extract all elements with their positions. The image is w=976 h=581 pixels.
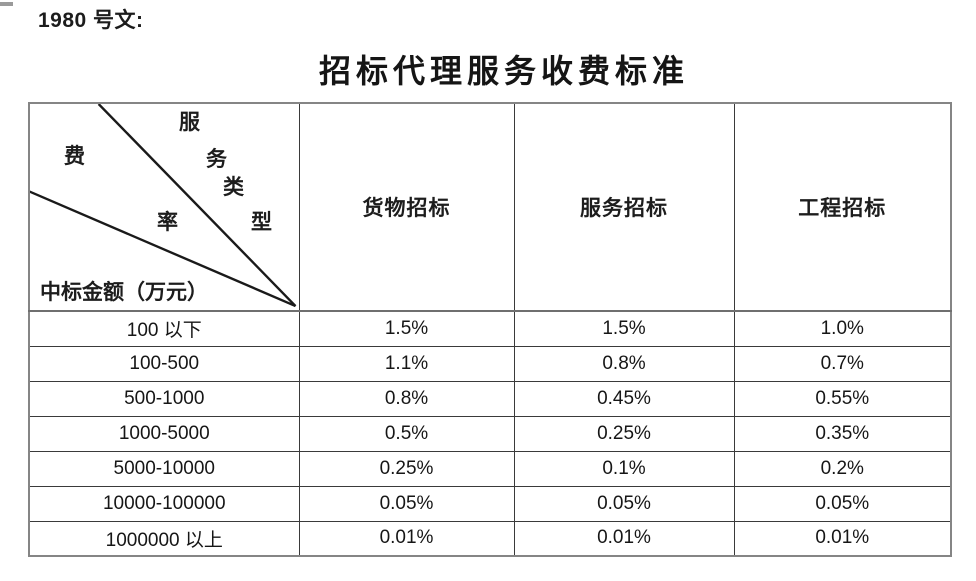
corner-label-service-char-3: 类 <box>223 175 244 199</box>
row-label: 100 以下 <box>28 310 300 347</box>
cell-value: 0.5% <box>298 415 515 452</box>
row-label: 1000-5000 <box>28 415 300 452</box>
table-row: 1000000 以上 0.01% 0.01% 0.01% <box>28 520 952 557</box>
row-label: 5000-10000 <box>28 450 300 487</box>
corner-label-fee-char-2: 率 <box>157 210 178 234</box>
cell-value: 0.1% <box>513 450 735 487</box>
cell-value: 1.5% <box>298 310 515 347</box>
corner-label-service-char-4: 型 <box>251 210 272 234</box>
corner-label-bid-amount: 中标金额（万元） <box>40 280 208 304</box>
corner-label-service-char-1: 服 <box>179 110 200 134</box>
cell-value: 1.1% <box>298 345 515 382</box>
table-row: 500-1000 0.8% 0.45% 0.55% <box>28 380 952 417</box>
page-title: 招标代理服务收费标准 <box>318 53 690 89</box>
table-row: 100-500 1.1% 0.8% 0.7% <box>28 345 952 382</box>
cell-value: 0.45% <box>513 380 735 417</box>
cell-value: 0.8% <box>513 345 735 382</box>
cell-value: 0.05% <box>513 485 735 522</box>
table-header-row: 服 务 类 型 费 率 中标金额（万元） 货物招标 服务招标 工程招标 <box>28 102 952 312</box>
corner-label-service-char-2: 务 <box>206 147 227 171</box>
cell-value: 0.8% <box>298 380 515 417</box>
row-label: 100-500 <box>28 345 300 382</box>
column-header-services-bidding: 服务招标 <box>513 102 735 312</box>
cell-value: 0.01% <box>733 520 952 557</box>
row-label: 500-1000 <box>28 380 300 417</box>
fee-standards-table: 服 务 类 型 费 率 中标金额（万元） 货物招标 服务招标 工程招标 100 … <box>28 102 952 557</box>
cell-value: 1.5% <box>513 310 735 347</box>
table-row: 100 以下 1.5% 1.5% 1.0% <box>28 310 952 347</box>
cell-value: 0.2% <box>733 450 952 487</box>
cell-value: 0.55% <box>733 380 952 417</box>
cell-value: 0.7% <box>733 345 952 382</box>
corner-label-fee-char-1: 费 <box>64 144 85 168</box>
doc-number-label: 1980 号文: <box>38 9 144 32</box>
table-row: 10000-100000 0.05% 0.05% 0.05% <box>28 485 952 522</box>
cell-value: 0.01% <box>298 520 515 557</box>
table-row: 1000-5000 0.5% 0.25% 0.35% <box>28 415 952 452</box>
cell-value: 0.25% <box>298 450 515 487</box>
table-row: 5000-10000 0.25% 0.1% 0.2% <box>28 450 952 487</box>
column-header-goods-bidding: 货物招标 <box>298 102 515 312</box>
cell-value: 0.05% <box>733 485 952 522</box>
cell-value: 1.0% <box>733 310 952 347</box>
diagonal-corner-cell: 服 务 类 型 费 率 中标金额（万元） <box>28 102 300 312</box>
page-corner-artifact <box>0 2 13 6</box>
row-label: 10000-100000 <box>28 485 300 522</box>
cell-value: 0.01% <box>513 520 735 557</box>
cell-value: 0.25% <box>513 415 735 452</box>
cell-value: 0.05% <box>298 485 515 522</box>
row-label: 1000000 以上 <box>28 520 300 557</box>
diagonal-lines-graphic <box>30 104 297 308</box>
column-header-works-bidding: 工程招标 <box>733 102 952 312</box>
cell-value: 0.35% <box>733 415 952 452</box>
